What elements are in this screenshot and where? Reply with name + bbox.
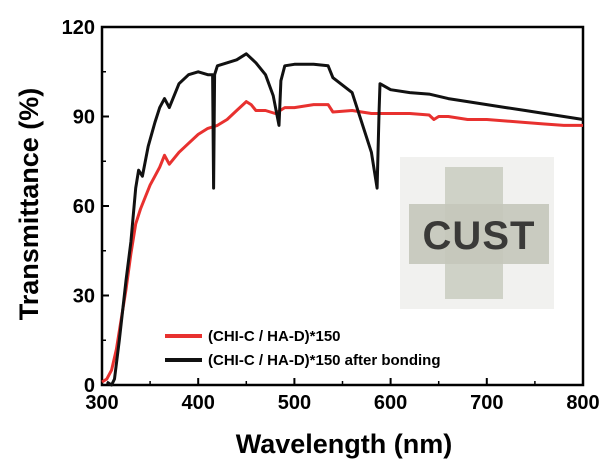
inset-film-horizontal xyxy=(409,204,549,264)
x-axis-title: Wavelength (nm) xyxy=(236,429,453,459)
x-tick-label: 500 xyxy=(278,392,311,414)
x-tick-label: 400 xyxy=(182,392,215,414)
legend: (CHI-C / HA-D)*150 (CHI-C / HA-D)*150 af… xyxy=(165,328,441,369)
inset-photo: CUST xyxy=(400,157,554,309)
y-tick-label: 0 xyxy=(84,375,95,397)
series-layer xyxy=(101,52,584,387)
y-tick-label: 60 xyxy=(73,196,95,218)
y-tick-label: 90 xyxy=(73,107,95,129)
legend-label-red: (CHI-C / HA-D)*150 xyxy=(208,328,341,345)
x-tick-label: 600 xyxy=(374,392,407,414)
series-line-red xyxy=(101,100,583,384)
x-tick-label: 800 xyxy=(566,392,599,414)
series-line-black xyxy=(106,52,584,387)
x-tick-label: 300 xyxy=(85,392,118,414)
x-tick-label: 700 xyxy=(470,392,503,414)
inset-photo-text: CUST xyxy=(423,214,536,258)
plot-area: 300 400 500 600 700 800 0 30 60 90 120 xyxy=(62,17,600,414)
y-axis-title: Transmittance (%) xyxy=(14,88,44,321)
y-tick-label: 120 xyxy=(62,17,95,39)
legend-label-black: (CHI-C / HA-D)*150 after bonding xyxy=(208,352,441,369)
y-tick-label: 30 xyxy=(73,286,95,308)
